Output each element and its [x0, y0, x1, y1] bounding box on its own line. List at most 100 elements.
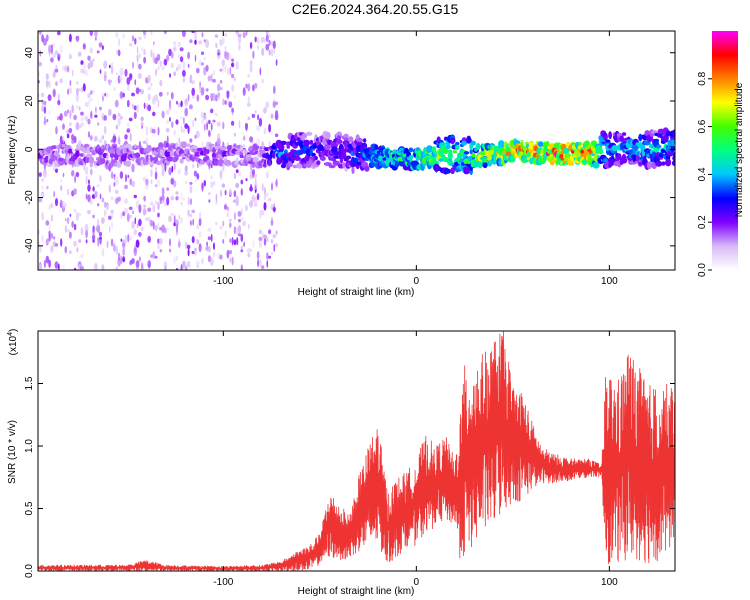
spectrogram-cell	[116, 160, 122, 168]
spectrogram-cell	[126, 212, 130, 222]
spectrogram-cell	[210, 181, 213, 189]
spectrogram-cell	[266, 260, 269, 268]
spectrogram-cell	[77, 51, 82, 57]
spectrogram-cell	[152, 111, 156, 117]
spectrogram-cell	[166, 119, 169, 125]
spectrogram-cell	[88, 156, 95, 164]
spectrogram-cell	[163, 58, 168, 66]
spectrogram-cell	[161, 110, 165, 119]
spectrogram-cell	[228, 54, 233, 61]
spectrogram-cell	[628, 149, 634, 155]
spectrogram-cell	[233, 190, 237, 198]
spectrogram-cell	[198, 59, 202, 66]
spectrogram-cell	[113, 145, 116, 149]
spectrogram-cell	[60, 185, 63, 191]
spectrogram-cell	[233, 226, 236, 235]
spectrogram-cell	[45, 238, 49, 246]
spectrogram-cell	[562, 147, 570, 155]
spectrogram-cell	[41, 99, 44, 105]
spectrogram-cell	[175, 100, 179, 105]
spectrogram-cell	[185, 103, 188, 107]
spectrogram-cell	[161, 187, 165, 196]
spectrogram-cell	[143, 102, 146, 109]
spectrogram-cell	[132, 210, 134, 215]
spectrogram-cell	[261, 183, 264, 192]
spectrogram-cell	[145, 142, 148, 147]
spectrogram-cell	[270, 239, 274, 244]
spectrogram-cell	[143, 204, 147, 208]
spectrogram-cell	[88, 131, 90, 138]
spectrogram-cell	[142, 140, 147, 144]
spectrogram-cell	[158, 238, 163, 245]
spectrogram-cell	[455, 141, 460, 146]
spectrogram-cell	[158, 91, 163, 97]
spectrogram-cell	[108, 163, 112, 172]
spectrogram-cell	[71, 147, 74, 153]
spectrogram-cell	[268, 140, 271, 148]
spectrogram-cell	[173, 162, 176, 171]
spectrogram-cell	[48, 259, 51, 268]
spectrogram-cell	[235, 60, 239, 70]
spectrogram-cell	[231, 73, 235, 79]
spectrogram-cell	[192, 119, 195, 128]
spectrogram-cell	[64, 246, 68, 254]
spectrogram-cell	[237, 210, 242, 217]
spectrogram-cell	[272, 40, 276, 49]
spectrogram-cell	[80, 86, 84, 93]
spectrogram-cell	[89, 135, 93, 141]
spectrogram-cell	[335, 139, 343, 144]
spectrogram-cell	[263, 107, 267, 114]
spectrogram-cell	[74, 208, 76, 214]
spectrogram-cell	[203, 123, 206, 131]
spectrogram-cell	[229, 238, 232, 243]
spectrogram-cell	[222, 162, 225, 172]
spectrogram-cell	[580, 152, 585, 158]
spectrogram-cell	[52, 52, 57, 59]
spectrogram-cell	[187, 63, 190, 68]
spectrogram-cell	[67, 65, 70, 73]
spectrogram-cell	[233, 143, 237, 148]
spectrogram-cell	[452, 150, 458, 154]
spectrogram-cell	[252, 239, 255, 249]
spectrogram-cell	[169, 117, 171, 122]
spectrogram-cell	[71, 170, 75, 177]
colorbar-tick-label: 0.2	[697, 215, 708, 229]
spectrogram-cell	[348, 136, 354, 143]
spectrogram-cell	[221, 183, 225, 188]
y-tick-label: 40	[24, 47, 35, 59]
spectrogram-cell	[149, 219, 154, 227]
snr-x-ticks: -100 0 100	[213, 331, 618, 588]
spectrogram-cell	[87, 194, 91, 203]
spectrogram-cell	[238, 120, 241, 129]
spectrogram-cell	[256, 251, 260, 260]
spectrogram-cell	[341, 151, 347, 159]
spectrogram-cell	[134, 79, 137, 86]
spectrogram-y-ticks: -40 -20 0 20 40	[24, 47, 675, 253]
spectrogram-cell	[131, 221, 135, 230]
spectrogram-cell	[169, 73, 171, 78]
spectrogram-cell	[168, 99, 172, 109]
spectrogram-cell	[259, 209, 262, 213]
spectrogram-cell	[133, 194, 137, 199]
spectrogram-cell	[133, 105, 137, 111]
spectrogram-cell	[665, 158, 672, 167]
spectrogram-cell	[611, 145, 619, 152]
spectrogram-cell	[120, 76, 123, 84]
spectrogram-cell	[256, 37, 260, 44]
spectrogram-cell	[53, 42, 55, 48]
spectrogram-cell	[154, 184, 158, 188]
spectrogram-cell	[170, 196, 175, 201]
spectrogram-cell	[182, 31, 186, 38]
spectrogram-cell	[226, 211, 230, 218]
spectrogram-cell	[54, 68, 59, 73]
spectrogram-cell	[41, 104, 44, 112]
spectrogram-cell	[270, 113, 274, 119]
spectrogram-cell	[180, 201, 183, 206]
spectrogram-cell	[115, 125, 118, 130]
spectrogram-cell	[117, 112, 121, 117]
spectrogram-y-axis-label: Frequency (Hz)	[7, 116, 18, 185]
spectrogram-cell	[125, 174, 127, 183]
spectrogram-cell	[219, 68, 223, 72]
spectrogram-cell	[147, 74, 151, 84]
spectrogram-cell	[150, 82, 153, 87]
